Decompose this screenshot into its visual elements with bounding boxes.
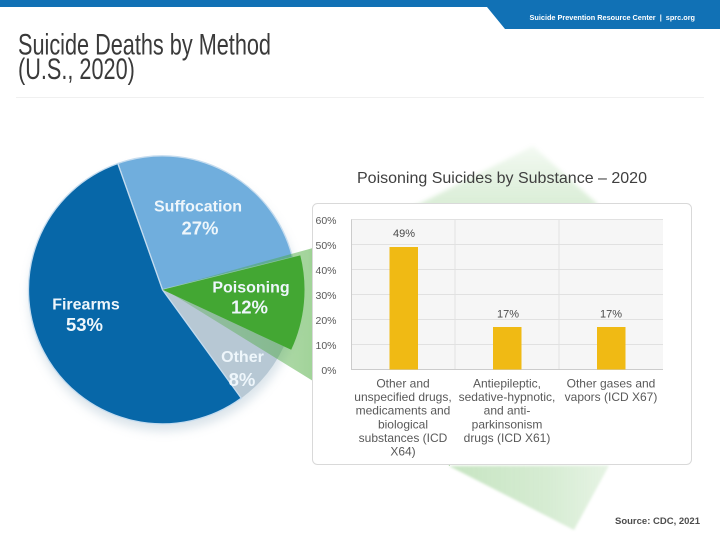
- svg-text:8%: 8%: [229, 369, 256, 390]
- svg-text:60%: 60%: [315, 215, 336, 227]
- svg-text:Other and: Other and: [376, 376, 429, 390]
- svg-text:50%: 50%: [315, 240, 336, 252]
- svg-text:53%: 53%: [66, 314, 103, 335]
- svg-text:Suffocation: Suffocation: [154, 199, 242, 216]
- svg-text:27%: 27%: [181, 218, 218, 239]
- svg-text:Poisoning Suicides by Substanc: Poisoning Suicides by Substance – 2020: [357, 170, 647, 187]
- svg-text:vapors (ICD X67): vapors (ICD X67): [565, 390, 658, 404]
- svg-text:10%: 10%: [315, 340, 336, 352]
- svg-text:Poisoning: Poisoning: [212, 279, 289, 296]
- svg-text:30%: 30%: [315, 290, 336, 302]
- svg-text:49%: 49%: [393, 228, 415, 240]
- svg-text:drugs (ICD X61): drugs (ICD X61): [464, 431, 551, 445]
- svg-text:0%: 0%: [321, 365, 336, 377]
- svg-text:Suicide Deaths by Method: Suicide Deaths by Method: [18, 29, 271, 61]
- svg-text:Other gases and: Other gases and: [567, 376, 656, 390]
- svg-text:12%: 12%: [231, 296, 268, 317]
- svg-text:Other: Other: [221, 349, 264, 366]
- svg-text:Antiepileptic,: Antiepileptic,: [473, 376, 541, 390]
- svg-text:X64): X64): [390, 445, 415, 459]
- svg-text:biological: biological: [378, 417, 428, 431]
- svg-text:20%: 20%: [315, 315, 336, 327]
- svg-text:unspecified drugs,: unspecified drugs,: [354, 390, 451, 404]
- svg-text:Firearms: Firearms: [52, 297, 120, 314]
- svg-text:Source: CDC, 2021: Source: CDC, 2021: [615, 516, 701, 527]
- svg-text:(U.S., 2020): (U.S., 2020): [18, 54, 135, 86]
- svg-text:Suicide Prevention Resource Ce: Suicide Prevention Resource Center | spr…: [530, 13, 695, 22]
- svg-text:medicaments and: medicaments and: [356, 404, 451, 418]
- svg-text:17%: 17%: [600, 309, 622, 321]
- svg-text:17%: 17%: [497, 309, 519, 321]
- svg-text:sedative-hypnotic,: sedative-hypnotic,: [459, 390, 556, 404]
- svg-text:40%: 40%: [315, 265, 336, 277]
- svg-text:parkinsonism: parkinsonism: [472, 417, 543, 431]
- svg-text:substances (ICD: substances (ICD: [359, 431, 448, 445]
- svg-text:and anti-: and anti-: [484, 404, 531, 418]
